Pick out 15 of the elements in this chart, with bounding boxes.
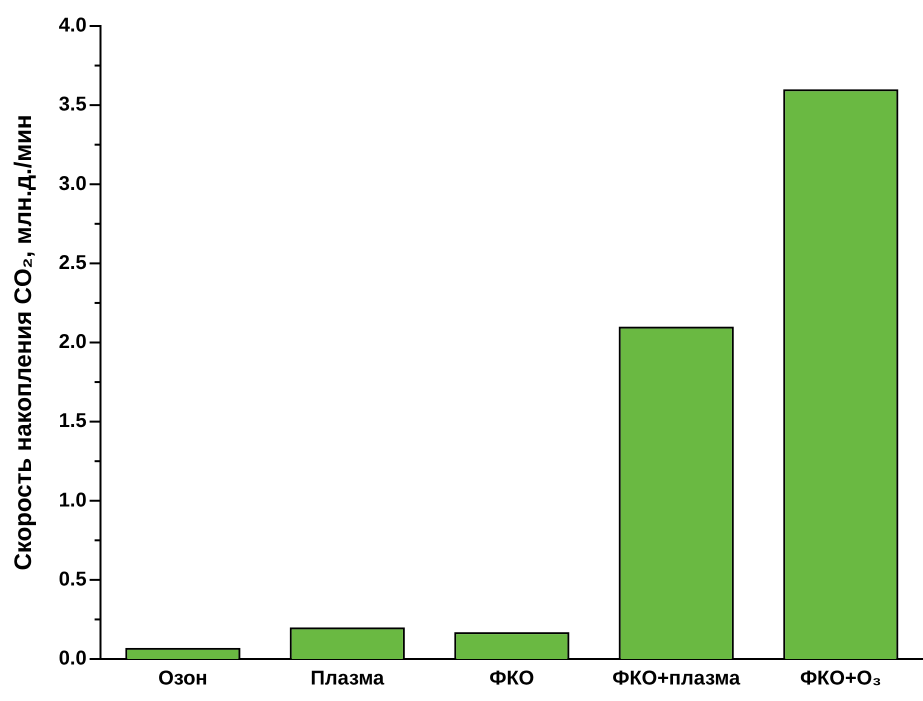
x-tick-label: ФКО: [489, 668, 534, 690]
x-tick-label: Озон: [158, 668, 208, 690]
y-tick-label: 3.5: [58, 94, 87, 116]
y-tick-label: 4.0: [58, 14, 87, 37]
y-tick-label: 0.0: [58, 648, 87, 670]
y-axis-title: Скорость накопления CO₂, млн.д./мин: [10, 114, 38, 570]
x-tick-label: ФКО+O₃: [800, 668, 882, 690]
x-tick-label: ФКО+плазма: [612, 668, 742, 690]
y-tick-label: 3.0: [58, 172, 87, 195]
x-tick-label: Плазма: [310, 668, 385, 690]
y-tick-label: 0.5: [58, 568, 87, 590]
y-tick-label: 2.5: [58, 252, 87, 274]
y-tick-label: 2.0: [58, 331, 87, 354]
y-tick-label: 1.0: [58, 489, 87, 512]
y-tick-label: 1.5: [58, 410, 87, 432]
